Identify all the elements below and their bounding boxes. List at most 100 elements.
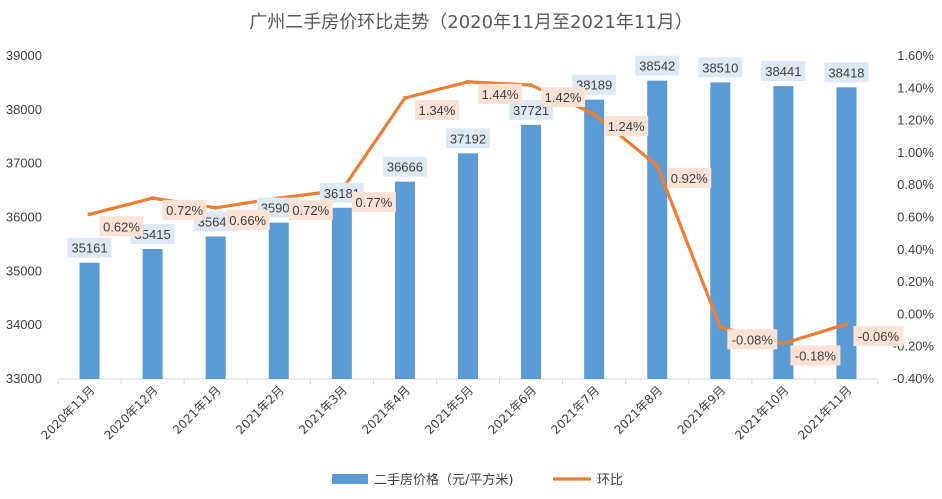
x-tick-label: 2020年12月: [101, 383, 160, 442]
bar-label-bg: [446, 128, 490, 149]
line-value-label: 0.72%: [166, 203, 203, 218]
bar: [584, 99, 605, 379]
x-tick-label: 2021年1月: [170, 383, 224, 437]
bar-value-label: 35161: [71, 241, 107, 256]
y-right-tick-label: 0.20%: [897, 274, 934, 289]
x-tick-label: 2021年9月: [675, 383, 729, 437]
line-value-label: 1.24%: [608, 119, 645, 134]
line-point: [592, 112, 597, 117]
bar-value-label: 35415: [135, 227, 171, 242]
bar-value-label: 37721: [513, 103, 549, 118]
bar-label-bg: [698, 57, 743, 78]
line-label-bg: [288, 200, 333, 221]
bar-value-label: 38441: [765, 64, 801, 79]
line-point: [402, 95, 407, 100]
y-right-tick-label: 1.40%: [897, 80, 934, 95]
bar-value-label: 38542: [639, 59, 675, 74]
line-label-bg: [162, 200, 207, 221]
y-left-tick-label: 33000: [6, 371, 42, 386]
bar-label-bg: [67, 237, 112, 258]
y-right-tick-label: 0.40%: [897, 242, 934, 257]
bar-value-label: 38418: [828, 65, 864, 80]
bar-label-bg: [635, 55, 680, 76]
bar: [79, 262, 100, 379]
bar: [836, 87, 857, 380]
line-value-label: 0.77%: [355, 195, 392, 210]
y-left-tick-label: 36000: [6, 210, 42, 225]
y-right-tick-label: 0.60%: [897, 210, 934, 225]
x-tick-label: 2021年8月: [611, 383, 665, 437]
line-value-label: 0.92%: [671, 171, 708, 186]
line-value-label: 1.44%: [482, 87, 519, 102]
bar: [710, 82, 731, 380]
y-left-tick-label: 39000: [6, 48, 42, 63]
line-label-bg: [99, 216, 144, 237]
bar-value-label: 35905: [261, 201, 297, 216]
line-point: [529, 83, 534, 88]
line-point: [87, 212, 92, 217]
x-tick-label: 2021年10月: [732, 383, 791, 442]
bar-value-label: 38510: [702, 60, 738, 75]
legend-bar-swatch: [332, 474, 368, 484]
bar: [394, 181, 415, 379]
line-value-label: 1.34%: [418, 103, 455, 118]
line-value-label: 0.72%: [292, 203, 329, 218]
line-point: [781, 341, 786, 346]
x-tick-label: 2021年5月: [422, 383, 476, 437]
x-tick-label: 2021年7月: [548, 383, 602, 437]
line-value-label: -0.06%: [858, 329, 900, 344]
line-point: [844, 322, 849, 327]
line-label-bg: [225, 209, 270, 230]
y-right-tick-label: 1.60%: [897, 48, 934, 63]
bar-value-label: 36181: [324, 186, 360, 201]
line-label-bg: [604, 116, 649, 137]
bar: [268, 222, 289, 379]
line-label-bg: [790, 345, 841, 366]
line-label-bg: [351, 192, 396, 213]
line-point: [466, 79, 470, 84]
bar-value-label: 38189: [576, 78, 612, 93]
line-point: [213, 205, 218, 210]
line-label-bg: [727, 329, 778, 350]
legend-bar-label: 二手房价格（元/平方米): [374, 472, 513, 488]
bar: [521, 124, 542, 379]
x-tick-label: 2021年2月: [233, 383, 287, 437]
y-right-tick-label: 0.80%: [897, 177, 934, 192]
y-left-tick-label: 38000: [6, 102, 42, 117]
line-label-bg: [541, 87, 586, 108]
y-right-tick-label: -0.40%: [893, 371, 935, 386]
line-label-bg: [478, 83, 522, 104]
bar-value-label: 36666: [387, 160, 423, 175]
y-left-tick-label: 34000: [6, 317, 42, 332]
x-tick-label: 2021年3月: [296, 383, 350, 437]
chart-title: 广州二手房价环比走势（2020年11月至2021年11月）: [249, 12, 692, 33]
bar: [647, 80, 668, 379]
bar: [458, 153, 478, 379]
y-right-tick-label: 1.00%: [897, 145, 934, 160]
bar-label-bg: [824, 62, 869, 83]
legend-line-label: 环比: [597, 473, 623, 488]
y-right-tick-label: 1.20%: [897, 113, 934, 128]
bar: [205, 236, 226, 379]
bar-label-bg: [382, 156, 427, 177]
line-point: [150, 196, 155, 201]
line-point: [655, 163, 660, 168]
bar-value-label: 37192: [450, 131, 486, 146]
x-tick-label: 2020年11月: [38, 383, 97, 442]
bar: [331, 207, 352, 379]
y-left-tick-label: 35000: [6, 263, 42, 278]
x-tick-label: 2021年4月: [359, 383, 413, 437]
line-label-bg: [414, 99, 459, 120]
line-label-bg: [667, 167, 712, 188]
line-value-label: 0.66%: [229, 213, 266, 228]
bar: [773, 86, 794, 379]
y-left-tick-label: 37000: [6, 156, 42, 171]
line-point: [718, 325, 723, 330]
x-tick-label: 2021年11月: [795, 383, 854, 442]
line-value-label: -0.08%: [732, 332, 774, 347]
x-tick-label: 2021年6月: [485, 383, 539, 437]
bar: [142, 248, 163, 379]
line-value-label: 0.62%: [103, 219, 140, 234]
